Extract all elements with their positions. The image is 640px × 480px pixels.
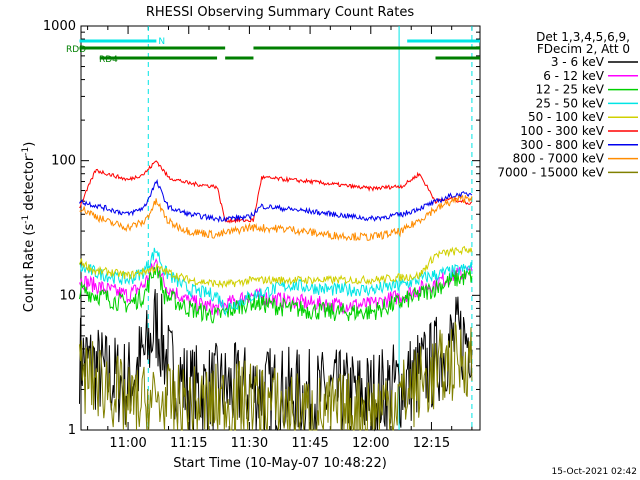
series-line xyxy=(79,289,473,432)
legend-label: 300 - 800 keV xyxy=(520,138,604,152)
legend-label: 12 - 25 keV xyxy=(536,83,605,97)
series-line xyxy=(79,178,473,223)
y-axis-label-end: ) xyxy=(22,142,37,147)
legend-label: 50 - 100 keV xyxy=(528,110,605,124)
flag-label-n: N xyxy=(158,37,165,47)
series-line xyxy=(79,263,473,324)
plot-area: 1 10 100 1000 11:00 11:15 11:30 11:45 12:00 12:15… xyxy=(43,19,481,451)
y-axis-label: Count Rate (s-1 detector-1) xyxy=(21,142,37,313)
y-tick-label: 1000 xyxy=(43,19,76,34)
legend-header-1: Det 1,3,4,5,6,9, xyxy=(536,30,630,44)
y-axis-label-sup2: -1 xyxy=(21,147,31,156)
legend-label: 6 - 12 keV xyxy=(543,69,605,83)
series-line xyxy=(79,257,473,316)
y-tick-label: 1 xyxy=(68,423,76,438)
series-line xyxy=(79,160,473,224)
x-tick-label: 11:15 xyxy=(170,436,207,451)
legend-label: 7000 - 15000 keV xyxy=(497,165,604,179)
flag-label-rdd: RDD xyxy=(66,45,86,55)
legend-header-2: FDecim 2, Att 0 xyxy=(537,42,630,56)
y-axis-label-mid: detector xyxy=(22,155,37,215)
y-tick-label: 10 xyxy=(59,288,76,303)
legend-label: 100 - 300 keV xyxy=(520,124,604,138)
y-axis-label-part: Count Rate (s xyxy=(22,224,37,313)
legend-label: 25 - 50 keV xyxy=(536,96,605,110)
series-line xyxy=(79,247,473,317)
y-axis-label-sup1: -1 xyxy=(21,215,31,224)
series-line xyxy=(79,245,473,289)
legend-label: 3 - 6 keV xyxy=(551,55,605,69)
x-tick-label: 11:30 xyxy=(231,436,268,451)
flag-label-rd4: RD4 xyxy=(99,55,118,65)
x-tick-label: 12:15 xyxy=(413,436,450,451)
series-line xyxy=(79,194,473,242)
y-tick-label: 100 xyxy=(51,154,76,169)
series-line xyxy=(79,321,473,431)
timestamp: 15-Oct-2021 02:42 xyxy=(552,467,637,477)
chart-title: RHESSI Observing Summary Count Rates xyxy=(146,5,415,20)
x-tick-label: 11:45 xyxy=(291,436,328,451)
x-tick-label: 11:00 xyxy=(109,436,146,451)
x-tick-label: 12:00 xyxy=(352,436,389,451)
x-axis-label: Start Time (10-May-07 10:48:22) xyxy=(173,456,387,471)
legend-label: 800 - 7000 keV xyxy=(513,152,605,166)
